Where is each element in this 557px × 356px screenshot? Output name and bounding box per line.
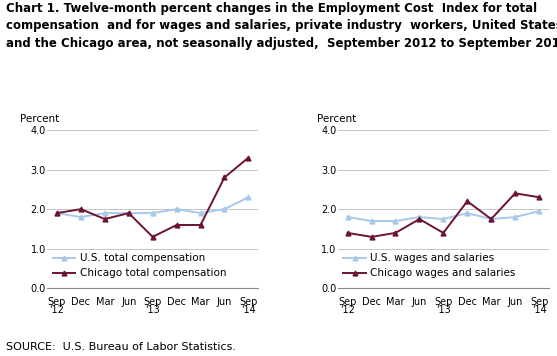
Text: '13: '13 — [436, 305, 451, 315]
Text: Mar: Mar — [482, 297, 500, 307]
Text: Mar: Mar — [191, 297, 210, 307]
Chicago wages and salaries — [368, 235, 375, 239]
Text: Jun: Jun — [412, 297, 427, 307]
U.S. total compensation — [149, 211, 156, 215]
Chicago wages and salaries — [488, 217, 495, 221]
Text: Jun: Jun — [217, 297, 232, 307]
Chicago total compensation — [173, 223, 180, 227]
Text: Percent: Percent — [317, 114, 356, 124]
Chicago wages and salaries — [536, 195, 543, 199]
U.S. wages and salaries — [512, 215, 519, 219]
Legend: U.S. wages and salaries, Chicago wages and salaries: U.S. wages and salaries, Chicago wages a… — [343, 253, 516, 278]
Text: Chart 1. Twelve-month percent changes in the Employment Cost  Index for total
co: Chart 1. Twelve-month percent changes in… — [6, 2, 557, 50]
U.S. total compensation — [101, 211, 108, 215]
U.S. total compensation — [245, 195, 252, 199]
Text: Dec: Dec — [362, 297, 381, 307]
Line: U.S. total compensation: U.S. total compensation — [55, 195, 251, 220]
Text: Dec: Dec — [167, 297, 186, 307]
Text: Jun: Jun — [121, 297, 136, 307]
Line: U.S. wages and salaries: U.S. wages and salaries — [345, 209, 541, 224]
Chicago total compensation — [221, 176, 228, 180]
Text: Sep: Sep — [48, 297, 66, 307]
Text: Jun: Jun — [507, 297, 523, 307]
Chicago wages and salaries — [512, 191, 519, 195]
Line: Chicago total compensation: Chicago total compensation — [55, 155, 251, 239]
Text: Sep: Sep — [144, 297, 162, 307]
Text: Sep: Sep — [434, 297, 452, 307]
U.S. wages and salaries — [488, 217, 495, 221]
Text: Mar: Mar — [386, 297, 405, 307]
Chicago total compensation — [77, 207, 84, 211]
Line: Chicago wages and salaries: Chicago wages and salaries — [345, 191, 541, 239]
Chicago total compensation — [245, 156, 252, 160]
Text: Dec: Dec — [71, 297, 90, 307]
U.S. total compensation — [77, 215, 84, 219]
Text: '14: '14 — [241, 305, 256, 315]
Chicago total compensation — [53, 211, 60, 215]
Text: Dec: Dec — [458, 297, 477, 307]
Legend: U.S. total compensation, Chicago total compensation: U.S. total compensation, Chicago total c… — [52, 253, 226, 278]
Text: '12: '12 — [50, 305, 65, 315]
Chicago wages and salaries — [416, 217, 423, 221]
U.S. total compensation — [197, 211, 204, 215]
Text: Sep: Sep — [530, 297, 548, 307]
Text: '13: '13 — [145, 305, 160, 315]
Text: Mar: Mar — [96, 297, 114, 307]
U.S. wages and salaries — [464, 211, 471, 215]
Text: Percent: Percent — [20, 114, 59, 124]
U.S. total compensation — [125, 211, 132, 215]
U.S. wages and salaries — [392, 219, 399, 223]
Text: '14: '14 — [532, 305, 546, 315]
U.S. wages and salaries — [344, 215, 351, 219]
Text: Sep: Sep — [339, 297, 357, 307]
Chicago wages and salaries — [344, 231, 351, 235]
Text: Sep: Sep — [239, 297, 257, 307]
U.S. total compensation — [221, 207, 228, 211]
Text: '12: '12 — [340, 305, 355, 315]
Chicago wages and salaries — [440, 231, 447, 235]
Chicago total compensation — [197, 223, 204, 227]
U.S. wages and salaries — [416, 215, 423, 219]
U.S. wages and salaries — [368, 219, 375, 223]
Chicago total compensation — [149, 235, 156, 239]
U.S. wages and salaries — [536, 209, 543, 213]
Chicago wages and salaries — [392, 231, 399, 235]
U.S. total compensation — [173, 207, 180, 211]
Text: SOURCE:  U.S. Bureau of Labor Statistics.: SOURCE: U.S. Bureau of Labor Statistics. — [6, 342, 236, 352]
U.S. wages and salaries — [440, 217, 447, 221]
Chicago total compensation — [125, 211, 132, 215]
Chicago wages and salaries — [464, 199, 471, 203]
Chicago total compensation — [101, 217, 108, 221]
U.S. total compensation — [53, 211, 60, 215]
